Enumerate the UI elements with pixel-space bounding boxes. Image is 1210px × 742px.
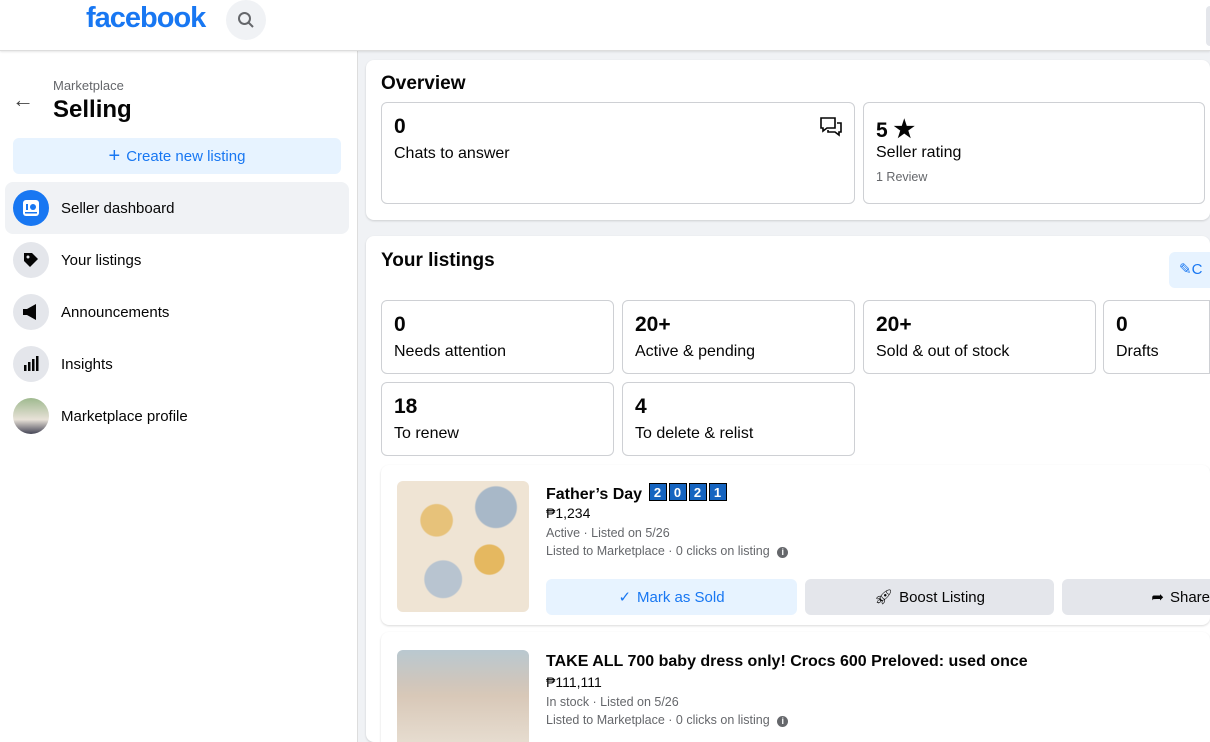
stat-to-renew[interactable]: 18 To renew — [381, 382, 614, 456]
chats-stat[interactable]: 0 Chats to answer — [381, 102, 855, 204]
bar-chart-icon — [13, 346, 49, 382]
tag-icon — [13, 242, 49, 278]
listing-reach: Listed to Marketplace · 0 clicks on list… — [546, 711, 789, 729]
rocket-icon: 🚀︎ — [874, 589, 894, 606]
search-button[interactable] — [226, 0, 266, 40]
plus-icon: + — [108, 144, 121, 167]
your-listings-card: Your listings ✎C 0 Needs attention 20+ Act… — [366, 236, 1210, 742]
breadcrumb[interactable]: Marketplace — [53, 78, 124, 93]
sidebar-item-announcements[interactable]: Announcements — [5, 286, 349, 338]
checkmark-icon: ✓ — [618, 589, 632, 606]
stat-sold-out-of-stock[interactable]: 20+ Sold & out of stock — [863, 300, 1096, 374]
dashboard-icon — [13, 190, 49, 226]
info-icon[interactable]: i — [777, 716, 789, 727]
stat-active-pending[interactable]: 20+ Active & pending — [622, 300, 855, 374]
account-button[interactable] — [1206, 6, 1210, 46]
listing-reach: Listed to Marketplace · 0 clicks on list… — [546, 542, 789, 560]
info-icon[interactable]: i — [777, 547, 789, 558]
mark-as-sold-button[interactable]: ✓ Mark as Sold — [546, 579, 797, 615]
overview-card: Overview 0 Chats to answer 5 ★ Seller ra… — [366, 60, 1210, 220]
megaphone-icon — [13, 294, 49, 330]
share-icon: ➦ — [1151, 589, 1164, 606]
listing-price: ₱1,234 — [546, 505, 591, 521]
star-icon: ★ — [893, 116, 916, 143]
listing-status: In stock · Listed on 5/26 — [546, 695, 679, 709]
edit-icon: ✎ — [1179, 261, 1192, 278]
listing-item[interactable]: TAKE ALL 700 baby dress only! Crocs 600 … — [381, 632, 1210, 742]
seller-rating-stat[interactable]: 5 ★ Seller rating 1 Review — [863, 102, 1205, 204]
listing-thumbnail[interactable] — [397, 481, 529, 612]
overview-title: Overview — [381, 73, 466, 94]
sidebar-item-your-listings[interactable]: Your listings — [5, 234, 349, 286]
stat-needs-attention[interactable]: 0 Needs attention — [381, 300, 614, 374]
your-listings-title: Your listings — [381, 250, 495, 271]
facebook-logo[interactable]: facebook — [86, 2, 206, 34]
sidebar-item-seller-dashboard[interactable]: Seller dashboard — [5, 182, 349, 234]
share-button[interactable]: ➦ Share — [1062, 579, 1210, 615]
avatar — [13, 398, 49, 434]
edit-button[interactable]: ✎C — [1169, 252, 1210, 288]
boost-listing-button[interactable]: 🚀︎ Boost Listing — [805, 579, 1054, 615]
listing-status: Active · Listed on 5/26 — [546, 526, 670, 540]
back-button[interactable]: ← — [12, 87, 34, 113]
top-bar: facebook — [0, 0, 1210, 51]
listing-thumbnail[interactable] — [397, 650, 529, 742]
search-icon — [238, 12, 254, 28]
listing-price: ₱111,111 — [546, 674, 602, 690]
create-listing-button[interactable]: + Create new listing — [13, 138, 341, 174]
stat-drafts[interactable]: 0 Drafts — [1103, 300, 1210, 374]
sidebar-item-insights[interactable]: Insights — [5, 338, 349, 390]
sidebar-item-marketplace-profile[interactable]: Marketplace profile — [5, 390, 349, 442]
chat-bubbles-icon — [820, 117, 842, 137]
page-title: Selling — [53, 96, 132, 123]
stat-to-delete-relist[interactable]: 4 To delete & relist — [622, 382, 855, 456]
sidebar: ← Marketplace Selling + Create new listin… — [0, 51, 358, 742]
arrow-left-icon: ← — [12, 87, 34, 112]
listing-title[interactable]: TAKE ALL 700 baby dress only! Crocs 600 … — [546, 653, 1028, 670]
